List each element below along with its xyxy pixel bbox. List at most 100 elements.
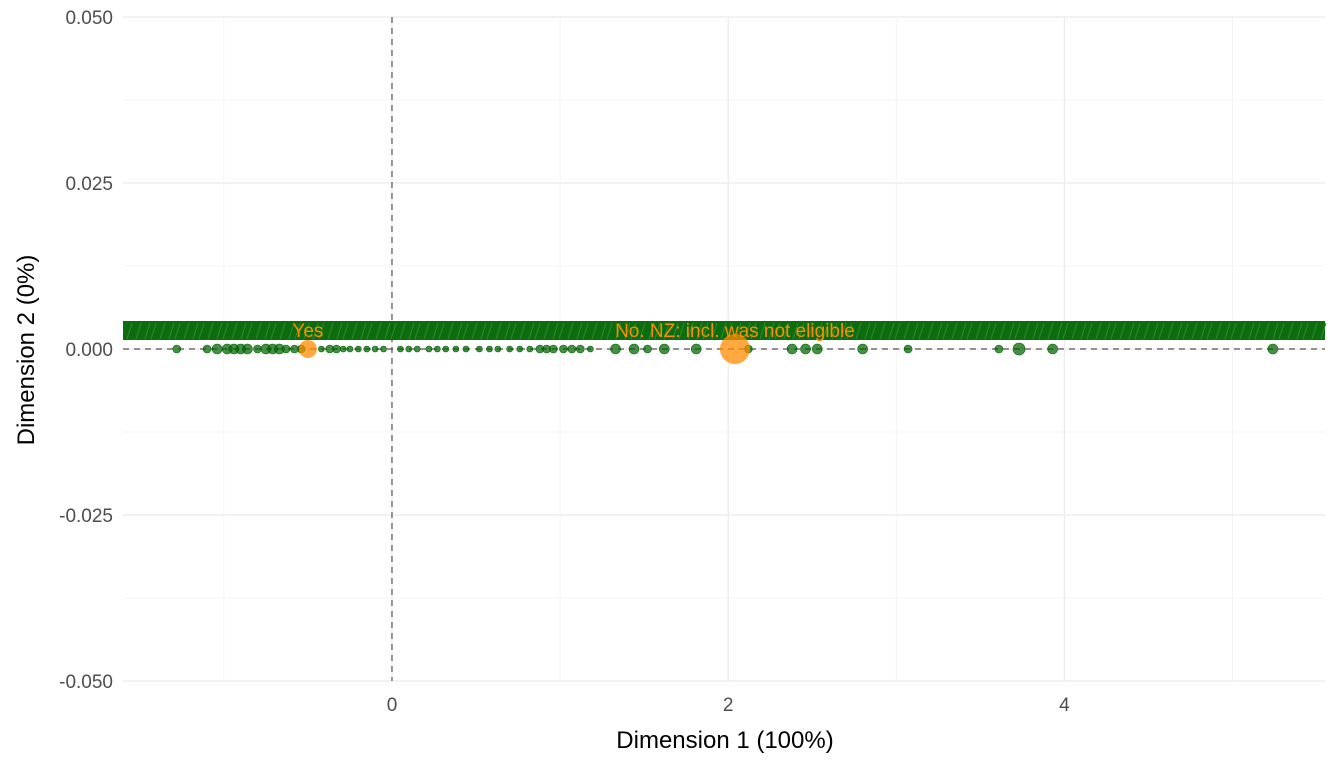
variable-point <box>1012 342 1026 356</box>
label-strip-glyph <box>495 322 502 340</box>
label-strip-glyph <box>150 322 157 340</box>
label-strip-glyph <box>408 322 415 340</box>
label-strip-glyph <box>264 322 271 340</box>
label-strip-glyph <box>438 322 445 340</box>
label-strip-glyph <box>567 322 574 340</box>
label-strip-glyph <box>414 322 421 340</box>
label-strip-glyph <box>432 322 439 340</box>
variable-point <box>587 345 594 353</box>
label-strip-glyph <box>750 322 757 340</box>
label-strip-glyph <box>1224 322 1231 340</box>
label-strip-glyph <box>879 322 886 340</box>
y-axis-tick-labels: 0.050 0.025 0.000 -0.025 -0.050 <box>59 8 113 693</box>
label-strip-glyph <box>1008 322 1015 340</box>
variable-point <box>363 345 371 353</box>
label-strip-glyph <box>1296 322 1303 340</box>
variable-point <box>425 345 433 353</box>
variable-point <box>442 345 450 353</box>
label-strip-glyph <box>648 322 655 340</box>
variable-point <box>486 345 493 353</box>
y-tick-label: -0.050 <box>59 672 113 693</box>
label-strip-glyph <box>1143 322 1150 340</box>
label-strip-glyph <box>510 322 517 340</box>
label-strip-glyph <box>1311 322 1318 340</box>
label-strip-glyph <box>552 322 559 340</box>
label-strip-glyph <box>846 322 853 340</box>
label-strip-glyph <box>1071 322 1078 340</box>
label-strip-glyph <box>783 322 790 340</box>
label-strip-glyph <box>1206 322 1213 340</box>
label-strip-glyph <box>870 322 877 340</box>
label-strip-glyph <box>423 322 430 340</box>
variable-point <box>397 345 404 353</box>
variable-point <box>371 345 379 353</box>
variable-point <box>567 344 577 354</box>
label-strip-glyph <box>144 322 151 340</box>
label-strip-glyph <box>639 322 646 340</box>
variable-point <box>332 344 341 354</box>
label-strip-glyph <box>240 322 247 340</box>
label-strip-glyph <box>606 322 613 340</box>
label-strip-glyph <box>366 322 373 340</box>
label-strip-glyph <box>951 322 958 340</box>
y-tick-label: 0.050 <box>65 8 113 29</box>
label-strip-glyph <box>222 322 229 340</box>
label-strip-glyph <box>303 322 310 340</box>
y-tick-label: 0.000 <box>65 340 113 361</box>
variable-point <box>211 343 223 355</box>
label-strip-glyph <box>183 322 190 340</box>
label-strip-glyph <box>384 322 391 340</box>
label-strip-glyph <box>192 322 199 340</box>
label-strip-glyph <box>624 322 631 340</box>
variable-point <box>549 344 558 354</box>
label-strip-glyph <box>399 322 406 340</box>
label-strip-glyph <box>768 322 775 340</box>
y-tick-label: 0.025 <box>65 174 113 195</box>
variable-point <box>559 344 568 354</box>
label-strip-glyph <box>504 322 511 340</box>
label-strip-glyph <box>1176 322 1183 340</box>
variable-point <box>242 343 253 355</box>
label-strip-glyph <box>456 322 463 340</box>
label-strip-glyph <box>663 322 670 340</box>
label-strip-glyph <box>903 322 910 340</box>
variable-point <box>281 344 291 354</box>
variable-point <box>610 343 621 355</box>
label-strip-glyph <box>1095 322 1102 340</box>
label-strip-glyph <box>615 322 622 340</box>
variable-point <box>506 345 513 353</box>
variable-point <box>462 345 470 353</box>
x-axis-tick-labels: 0 2 4 <box>387 695 1070 716</box>
label-strip-glyph <box>543 322 550 340</box>
variable-point <box>575 344 585 354</box>
label-strip-glyph <box>342 322 349 340</box>
label-strip-glyph <box>927 322 934 340</box>
label-strip-glyph <box>1287 322 1294 340</box>
x-tick-label: 2 <box>723 695 734 716</box>
variable-point <box>355 345 362 353</box>
label-strip-glyph <box>159 322 166 340</box>
variable-point <box>253 344 262 354</box>
label-strip-glyph <box>1080 322 1087 340</box>
label-strip-glyph <box>1215 322 1222 340</box>
label-strip-glyph <box>894 322 901 340</box>
label-strip-glyph <box>888 322 895 340</box>
variable-point <box>516 345 524 353</box>
label-strip-glyph <box>999 322 1006 340</box>
label-strip-glyph <box>807 322 814 340</box>
label-strip-glyph <box>207 322 214 340</box>
label-strip-glyph <box>174 322 181 340</box>
label-strip-glyph <box>528 322 535 340</box>
label-strip-glyph <box>480 322 487 340</box>
label-strip-glyph <box>816 322 823 340</box>
variable-point <box>628 343 640 355</box>
y-tick-label: -0.025 <box>59 506 113 527</box>
label-strip-glyph <box>1248 322 1255 340</box>
label-strip-glyph <box>312 322 319 340</box>
variable-point <box>202 344 212 354</box>
label-strip-glyph <box>798 322 805 340</box>
label-strip-glyph <box>960 322 967 340</box>
label-strip-glyph <box>1272 322 1279 340</box>
label-strip-glyph <box>471 322 478 340</box>
points-layer <box>172 334 1279 364</box>
